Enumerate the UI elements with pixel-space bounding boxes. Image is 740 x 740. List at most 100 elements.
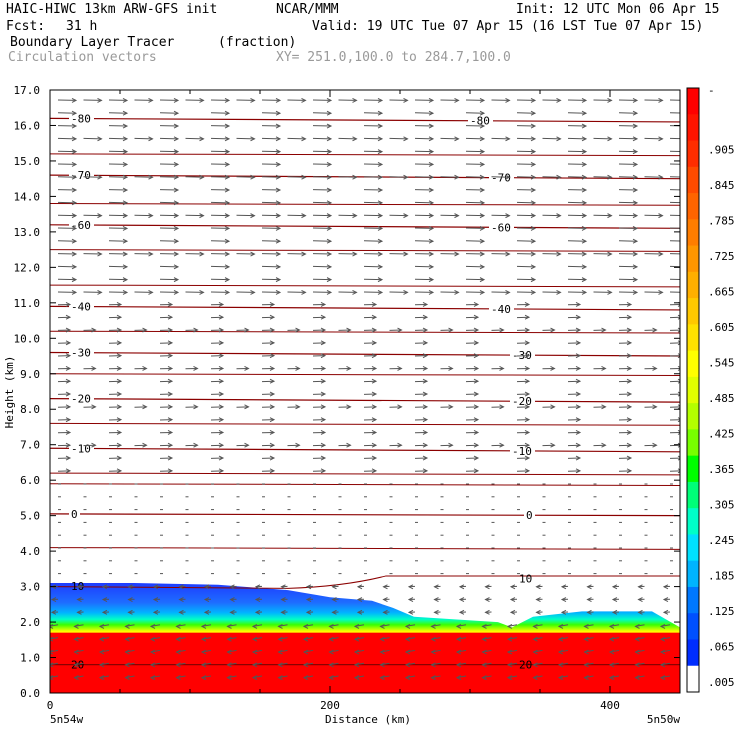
wind-vector (363, 340, 378, 346)
wind-vector (465, 340, 480, 346)
wind-vector (611, 609, 620, 615)
wind-vector (363, 429, 378, 435)
colorbar: - .905 .845 .785 .725 .665 .605 .545 .485 .425 .36… (686, 84, 735, 693)
wind-vector (328, 623, 339, 629)
wind-vector (644, 213, 664, 219)
wind-vector (363, 213, 384, 219)
wind-vector (149, 662, 161, 668)
wind-vector (149, 675, 161, 681)
wind-vector (637, 584, 645, 590)
wind-vector (236, 251, 256, 257)
wind-vector (465, 277, 486, 283)
wind-vector (430, 636, 441, 642)
colorbar-swatch (687, 376, 699, 404)
wind-vector (57, 417, 72, 423)
vectors-label: Circulation vectors (8, 50, 157, 65)
wind-vector (567, 429, 582, 435)
wind-vector (178, 609, 186, 615)
colorbar-label: .545 (708, 356, 735, 369)
field-units: (fraction) (218, 35, 297, 50)
wind-vector (124, 636, 135, 642)
wind-vector (108, 468, 123, 474)
wind-vector (379, 662, 390, 668)
wind-vector (312, 238, 333, 244)
wind-vector (363, 251, 384, 257)
wind-vector (465, 378, 480, 384)
wind-vector (669, 253, 680, 255)
wind-vector (108, 378, 123, 384)
wind-vector (210, 161, 231, 167)
wind-vector (159, 213, 180, 219)
wind-vector (83, 174, 103, 180)
wind-vector (363, 225, 384, 231)
wind-vector (516, 225, 537, 231)
wind-vector (178, 584, 186, 590)
wind-vector (659, 662, 671, 668)
wind-vector (363, 365, 378, 371)
y-tick-label: 11.0 (14, 297, 41, 310)
contour-label: -20 (512, 395, 532, 408)
wind-vector (379, 623, 390, 629)
wind-vector (312, 340, 327, 346)
wind-vector (57, 378, 72, 384)
wind-vector (356, 584, 365, 590)
wind-vector (185, 174, 205, 180)
wind-vector (455, 649, 467, 655)
wind-vector (567, 391, 582, 397)
contour-line (50, 422, 680, 426)
wind-vector (261, 314, 276, 320)
wind-vector (261, 123, 282, 129)
wind-vector (618, 213, 639, 219)
wind-vector (404, 636, 416, 642)
contour-label: -40 (71, 300, 91, 313)
wind-vector (618, 340, 633, 346)
wind-vector (465, 442, 480, 448)
wind-vector (618, 123, 639, 129)
wind-vector (159, 225, 180, 231)
wind-vector (414, 327, 429, 333)
wind-vector (280, 597, 288, 603)
contour-line (50, 284, 680, 288)
wind-vector (57, 238, 78, 244)
y-axis-title: Height (km) (3, 356, 16, 429)
wind-vector (236, 97, 256, 103)
wind-vector (593, 442, 607, 448)
colorbar-swatch (687, 665, 699, 693)
wind-vector (618, 200, 639, 206)
wind-vector (261, 110, 282, 116)
wind-vector (236, 327, 250, 333)
wind-vector (481, 623, 492, 629)
wind-vector (312, 314, 327, 320)
wind-vector (363, 353, 378, 359)
wind-vector (185, 442, 199, 448)
wind-vector (669, 291, 680, 293)
wind-vector (440, 327, 454, 333)
wind-vector (108, 301, 123, 307)
wind-vector (226, 649, 237, 655)
wind-vector (108, 429, 123, 435)
fcst-label: Fcst: (6, 19, 46, 34)
wind-vector (491, 442, 505, 448)
y-tick-label: 2.0 (20, 616, 40, 629)
wind-vector (261, 264, 282, 270)
wind-vector (440, 213, 460, 219)
wind-vector (542, 251, 562, 257)
wind-vector (261, 378, 276, 384)
wind-vector (516, 264, 537, 270)
wind-vector (159, 97, 180, 103)
wind-vector (302, 623, 314, 629)
wind-vector (152, 597, 161, 603)
wind-vector (200, 662, 212, 668)
wind-vector (57, 365, 72, 371)
wind-vector (229, 609, 237, 615)
wind-vector (593, 404, 607, 410)
wind-vector (458, 597, 467, 603)
wind-vector (618, 314, 633, 320)
wind-vector (200, 649, 212, 655)
wind-vector (328, 662, 339, 668)
contour-line--80 (50, 117, 680, 123)
wind-vector (516, 340, 531, 346)
wind-vector (481, 675, 492, 681)
y-tick-label: 0.0 (20, 687, 40, 700)
wind-vector (414, 174, 435, 180)
